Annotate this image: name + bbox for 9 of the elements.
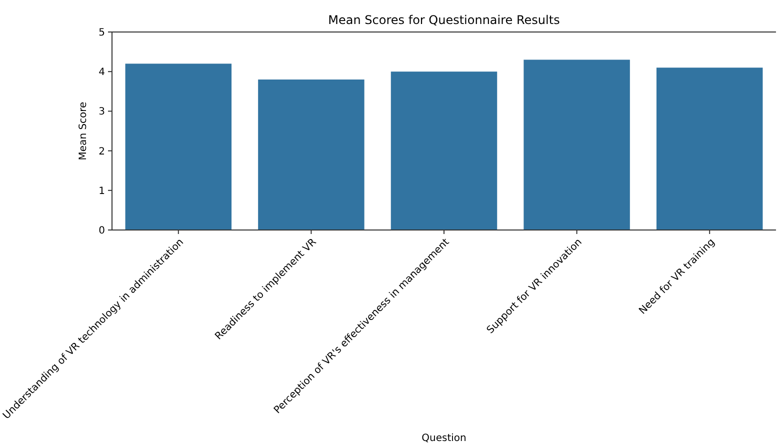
x-axis-title: Question xyxy=(422,433,466,444)
y-tick-label: 3 xyxy=(98,106,105,118)
y-tick-label: 4 xyxy=(98,67,105,78)
y-tick-label: 0 xyxy=(98,226,105,236)
y-tick-label: 2 xyxy=(98,146,105,158)
chart-title: Mean Scores for Questionnaire Results xyxy=(328,13,560,27)
y-tick-label: 5 xyxy=(98,28,105,38)
y-axis-title: Mean Score xyxy=(78,102,89,160)
y-tick-label: 1 xyxy=(98,186,105,197)
